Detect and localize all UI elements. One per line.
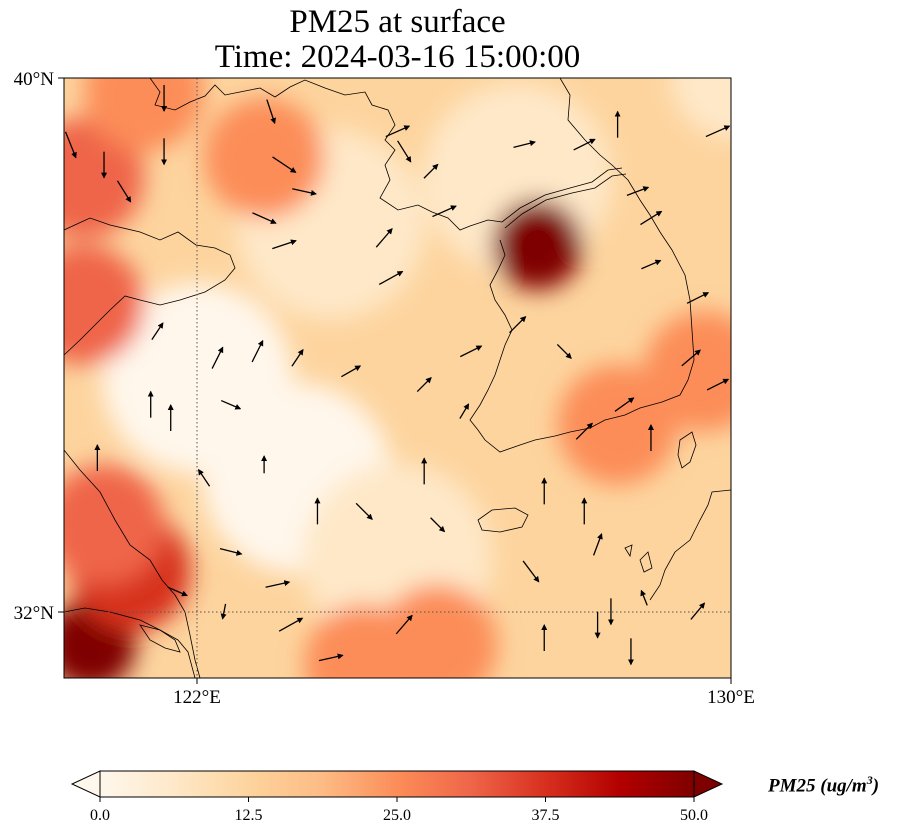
wind-arrow xyxy=(459,345,483,358)
wind-arrow xyxy=(278,617,304,632)
pm25-hotspot xyxy=(64,464,165,585)
wind-arrow xyxy=(614,397,635,412)
wind-arrow xyxy=(640,210,663,226)
wind-arrow xyxy=(640,589,648,606)
wind-arrow xyxy=(116,180,132,203)
lon-label-130E: 130°E xyxy=(707,687,755,708)
colorbar-tick-label: 0.0 xyxy=(90,807,110,824)
coastline-liaodong-bohai xyxy=(64,217,236,356)
wind-arrow xyxy=(681,349,701,367)
wind-arrow xyxy=(355,502,373,521)
pm25-field xyxy=(64,78,731,678)
wind-arrow xyxy=(686,292,710,304)
wind-arrow xyxy=(265,580,291,588)
pm25-hotspot xyxy=(557,364,678,485)
lon-label-122E: 122°E xyxy=(173,687,221,708)
colorbar-extend-max xyxy=(693,770,724,798)
wind-arrow xyxy=(167,586,188,597)
wind-arrow xyxy=(423,163,439,179)
map-title: PM25 at surface xyxy=(289,4,506,40)
wind-arrow xyxy=(459,403,470,419)
goto-islands xyxy=(624,544,653,573)
colorbar-extend-min xyxy=(70,770,101,798)
jeju-island xyxy=(477,507,529,533)
pm25-hotspot xyxy=(671,78,731,138)
wind-arrow xyxy=(151,322,164,340)
colorbar-gradient xyxy=(99,770,695,798)
wind-arrow xyxy=(341,365,362,378)
wind-arrow xyxy=(220,603,227,620)
wind-arrow xyxy=(705,125,731,138)
wind-arrow xyxy=(219,548,243,556)
map-frame xyxy=(63,77,732,679)
wind-arrow xyxy=(378,270,404,286)
colorbar-tick-label: 12.5 xyxy=(235,807,263,824)
coastline-dmz-border-2 xyxy=(504,173,627,229)
wind-arrow xyxy=(556,343,572,359)
colorbar-tick-label: 50.0 xyxy=(680,807,708,824)
tsushima-island xyxy=(677,431,697,469)
wind-arrow xyxy=(64,131,77,159)
wind-vectors xyxy=(64,85,731,666)
wind-arrow xyxy=(690,602,706,620)
wind-arrow xyxy=(430,517,446,533)
axis-ticks xyxy=(58,77,732,684)
wind-arrow xyxy=(266,99,276,125)
wind-arrow xyxy=(626,186,650,196)
kyushu-coast xyxy=(649,489,731,601)
coastline-chongming xyxy=(139,624,181,653)
wind-arrow xyxy=(291,348,304,367)
coastline-korea-north-east xyxy=(469,78,695,453)
pm25-hotspot xyxy=(84,78,205,152)
wind-arrow xyxy=(573,138,596,151)
pm25-hotspot xyxy=(204,98,325,218)
pm25-hotspot xyxy=(64,244,144,365)
wind-arrow xyxy=(211,346,224,369)
pm25-hotspot xyxy=(644,311,731,432)
wind-arrow xyxy=(220,399,242,410)
wind-arrow xyxy=(522,560,540,583)
wind-arrow xyxy=(641,259,662,270)
wind-arrow xyxy=(395,614,413,635)
wind-arrow xyxy=(251,339,264,363)
wind-arrow xyxy=(198,468,211,487)
map-subtitle-time: Time: 2024-03-16 15:00:00 xyxy=(214,39,581,75)
wind-arrow xyxy=(318,653,344,662)
wind-arrow xyxy=(375,228,393,248)
colorbar-tick-label: 25.0 xyxy=(383,807,411,824)
pm25-hotspot xyxy=(492,199,583,290)
wind-arrow xyxy=(592,533,603,556)
wind-arrow xyxy=(575,422,593,440)
coastlines xyxy=(64,78,731,678)
wind-arrow xyxy=(509,315,527,334)
coastline-liaoning-north xyxy=(149,78,503,231)
coastline-shanghai xyxy=(64,607,196,678)
coastline-dmz-border xyxy=(501,167,623,223)
wind-arrow xyxy=(252,212,277,224)
gridlines xyxy=(64,78,731,678)
wind-arrow xyxy=(397,140,412,163)
wind-arrow xyxy=(432,205,457,218)
lat-label-32N: 32°N xyxy=(14,603,55,624)
wind-arrow xyxy=(292,188,317,196)
wind-arrow xyxy=(513,140,536,148)
coastline-yangtze-delta xyxy=(64,449,201,678)
wind-arrow xyxy=(385,125,411,138)
wind-arrow xyxy=(272,156,297,173)
wind-arrow xyxy=(272,239,297,250)
lat-label-40N: 40°N xyxy=(14,69,55,90)
colorbar-label: PM25 (ug/m3) xyxy=(768,773,880,797)
wind-arrow xyxy=(416,377,432,393)
colorbar-tick-label: 37.5 xyxy=(532,807,560,824)
wind-arrow xyxy=(706,378,730,391)
pm25-hotspot xyxy=(304,604,425,678)
